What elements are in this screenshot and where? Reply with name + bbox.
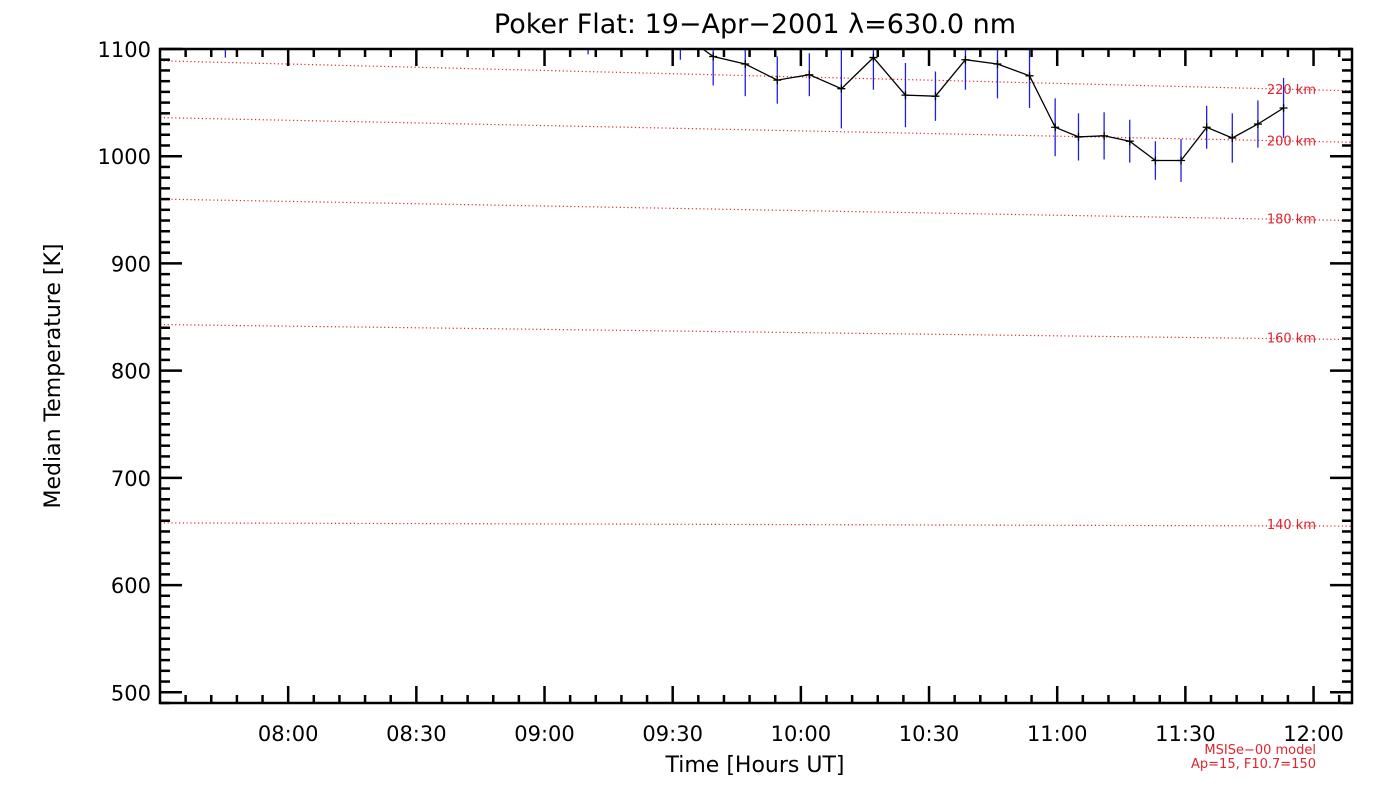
reference-lines-group: 220 km 200 km 180 km 160 km 140 km — [160, 60, 1352, 533]
reference-line-1 — [160, 117, 1352, 143]
data-point-15 — [1074, 132, 1083, 141]
reference-line-label-2: 180 km — [1267, 213, 1316, 228]
data-series-group — [221, 26, 1288, 182]
series-line-0 — [701, 49, 1284, 162]
data-point-13 — [1025, 71, 1034, 80]
data-point-11 — [961, 55, 970, 64]
reference-line-4 — [160, 522, 1352, 527]
data-point-7 — [837, 84, 846, 93]
reference-line-0 — [160, 60, 1352, 92]
reference-line-label-0: 220 km — [1267, 83, 1316, 98]
y-tick-label-2: 700 — [111, 467, 151, 491]
y-tick-label-1: 600 — [111, 574, 151, 598]
x-tick-label-0: 08:00 — [258, 722, 319, 746]
data-point-19 — [1177, 156, 1186, 165]
reference-line-label-1: 200 km — [1267, 134, 1316, 149]
plot-frame — [158, 47, 1354, 705]
x-tick-label-6: 11:00 — [1027, 722, 1088, 746]
data-point-5 — [773, 76, 782, 85]
data-point-14 — [1051, 123, 1060, 132]
data-point-17 — [1125, 137, 1134, 146]
y-tick-label-3: 800 — [111, 360, 151, 384]
reference-line-3 — [160, 323, 1352, 341]
x-tick-label-4: 10:00 — [771, 722, 832, 746]
reference-line-2 — [160, 198, 1352, 222]
data-point-21 — [1228, 133, 1237, 142]
data-point-16 — [1100, 131, 1109, 140]
x-tick-label-3: 09:30 — [642, 722, 703, 746]
y-axis-label: Median Temperature [K] — [41, 244, 66, 509]
data-point-8 — [869, 53, 878, 62]
x-tick-label-2: 09:00 — [514, 722, 575, 746]
reference-line-label-4: 140 km — [1267, 518, 1316, 533]
model-note-line2: Ap=15, F10.7=150 — [1191, 757, 1316, 772]
data-point-6 — [805, 70, 814, 79]
reference-line-label-3: 160 km — [1267, 332, 1316, 347]
y-tick-label-0: 500 — [111, 681, 151, 705]
chart-title: Poker Flat: 19−Apr−2001 λ=630.0 nm — [494, 9, 1016, 40]
y-tick-label-6: 1100 — [98, 38, 151, 62]
data-point-10 — [931, 92, 940, 101]
data-point-3 — [709, 52, 718, 61]
data-point-23 — [1279, 103, 1288, 112]
data-point-4 — [741, 60, 750, 69]
x-tick-label-7: 11:30 — [1155, 722, 1216, 746]
x-tick-label-1: 08:30 — [386, 722, 447, 746]
x-tick-label-5: 10:30 — [899, 722, 960, 746]
data-point-22 — [1253, 120, 1262, 129]
data-point-18 — [1151, 156, 1160, 165]
x-axis-label: Time [Hours UT] — [665, 753, 845, 778]
data-point-12 — [993, 60, 1002, 69]
y-tick-label-4: 900 — [111, 252, 151, 276]
data-point-9 — [901, 91, 910, 100]
y-tick-label-5: 1000 — [98, 145, 151, 169]
data-point-20 — [1202, 123, 1211, 132]
series-0 — [221, 26, 1288, 182]
data-point-0 — [221, 26, 229, 34]
x-tick-label-8: 12:00 — [1283, 722, 1344, 746]
axis-ticks-group: 08:00 08:30 09:00 09:30 10:00 10:30 11:00 11:30… — [98, 38, 1352, 746]
model-note-line1: MSISe−00 model — [1204, 743, 1316, 758]
